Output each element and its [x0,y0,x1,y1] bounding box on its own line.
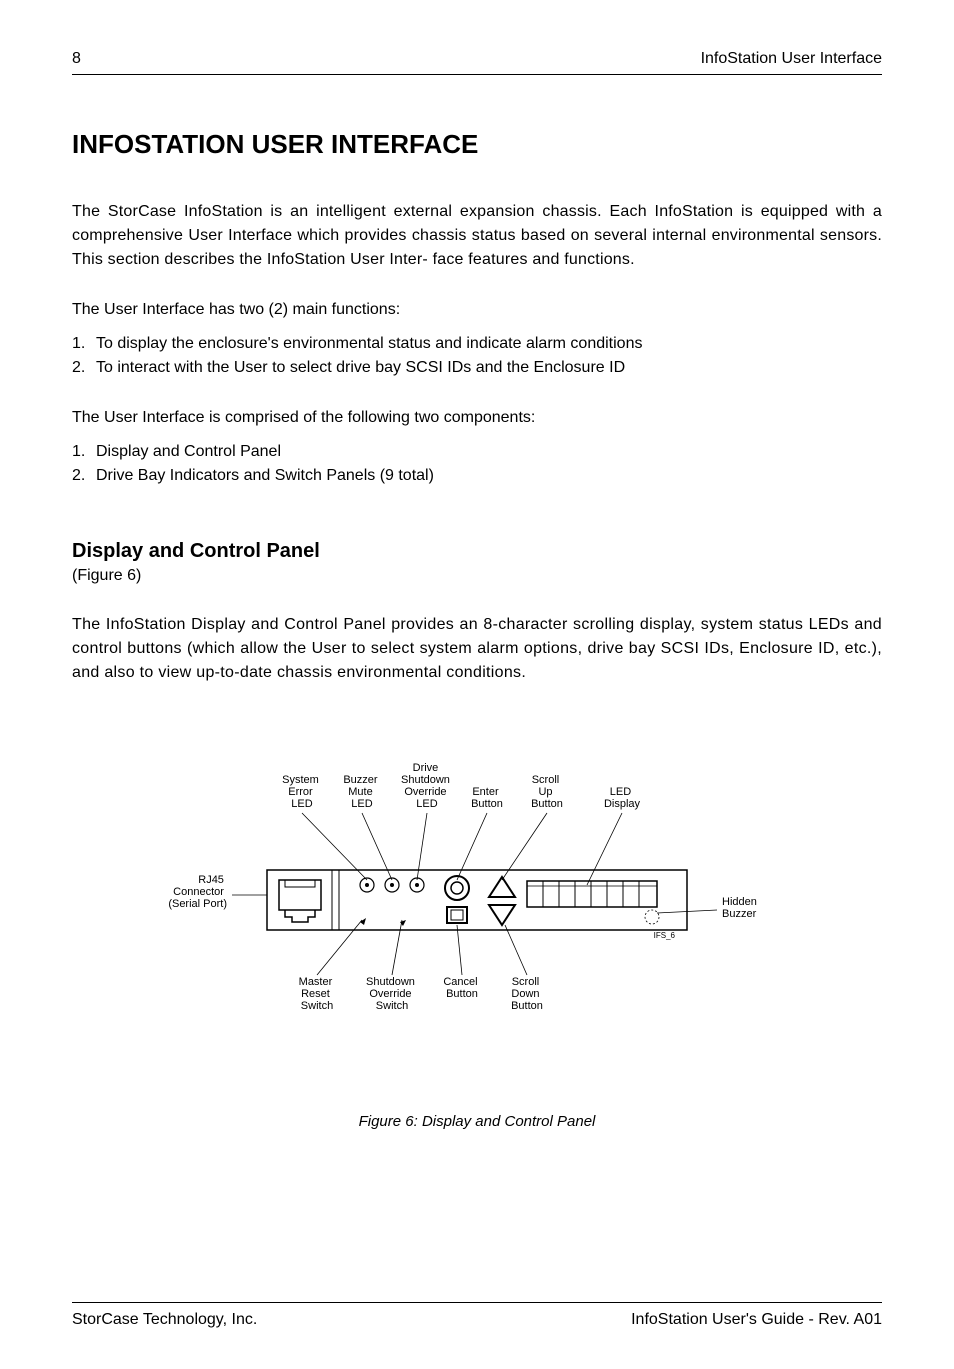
label-led-display: LED Display [604,786,641,810]
label-buzzer-mute: Buzzer Mute LED [343,774,380,810]
figure-caption: Figure 6: Display and Control Panel [72,1113,882,1130]
label-hidden-buzzer: Hidden Buzzer [722,896,760,920]
rj45-connector-icon [279,880,321,922]
page-header: 8 InfoStation User Interface [72,50,882,75]
led-display-icon [527,881,657,907]
label-system-error: System Error LED [282,774,322,810]
list-number: 2. [72,356,96,380]
figure-diagram: System Error LED Buzzer Mute LED Drive S… [72,725,882,1065]
list-item: 2. Drive Bay Indicators and Switch Panel… [72,464,882,488]
list-text: Drive Bay Indicators and Switch Panels (… [96,464,434,488]
label-rj45: RJ45 Connector (Serial Port) [168,874,227,910]
functions-intro: The User Interface has two (2) main func… [72,298,882,322]
leader-line [392,920,402,975]
list-item: 1. To display the enclosure's environmen… [72,332,882,356]
section-paragraph: The InfoStation Display and Control Pane… [72,613,882,685]
label-master-reset: Master Reset Switch [299,976,336,1012]
label-shutdown-override: Shutdown Override Switch [366,976,418,1012]
led-icon [385,878,399,892]
label-cancel: Cancel Button [443,976,480,1000]
list-item: 1. Display and Control Panel [72,440,882,464]
functions-list: 1. To display the enclosure's environmen… [72,332,882,380]
list-number: 1. [72,332,96,356]
list-item: 2. To interact with the User to select d… [72,356,882,380]
list-text: To interact with the User to select driv… [96,356,625,380]
led-icon [360,878,374,892]
label-scroll-up: Scroll Up Button [531,774,563,810]
list-text: To display the enclosure's environmental… [96,332,642,356]
list-number: 1. [72,440,96,464]
label-enter: Enter Button [471,786,503,810]
led-icon [410,878,424,892]
section-subtitle: (Figure 6) [72,567,882,585]
leader-line [587,813,622,885]
section-title: Display and Control Panel [72,540,882,563]
label-scroll-down: Scroll Down Button [511,976,543,1012]
list-number: 2. [72,464,96,488]
scroll-down-icon [489,905,515,925]
list-text: Display and Control Panel [96,440,281,464]
cancel-button-icon [447,907,467,923]
running-title: InfoStation User Interface [701,50,882,68]
leader-line [457,925,462,975]
arrowhead-icon [360,918,366,925]
page-footer: StorCase Technology, Inc. InfoStation Us… [72,1302,882,1329]
page-title: INFOSTATION USER INTERFACE [72,129,882,160]
leader-line [505,925,527,975]
hidden-buzzer-icon [645,910,659,924]
intro-paragraph: The StorCase InfoStation is an intellige… [72,200,882,272]
components-list: 1. Display and Control Panel 2. Drive Ba… [72,440,882,488]
panel-outline [267,870,687,930]
label-drive-shutdown: Drive Shutdown Override LED [401,762,453,810]
page-number: 8 [72,50,81,68]
label-ifs: IFS_6 [654,931,676,940]
footer-right: InfoStation User's Guide - Rev. A01 [631,1311,882,1329]
components-intro: The User Interface is comprised of the f… [72,406,882,430]
footer-left: StorCase Technology, Inc. [72,1311,257,1329]
